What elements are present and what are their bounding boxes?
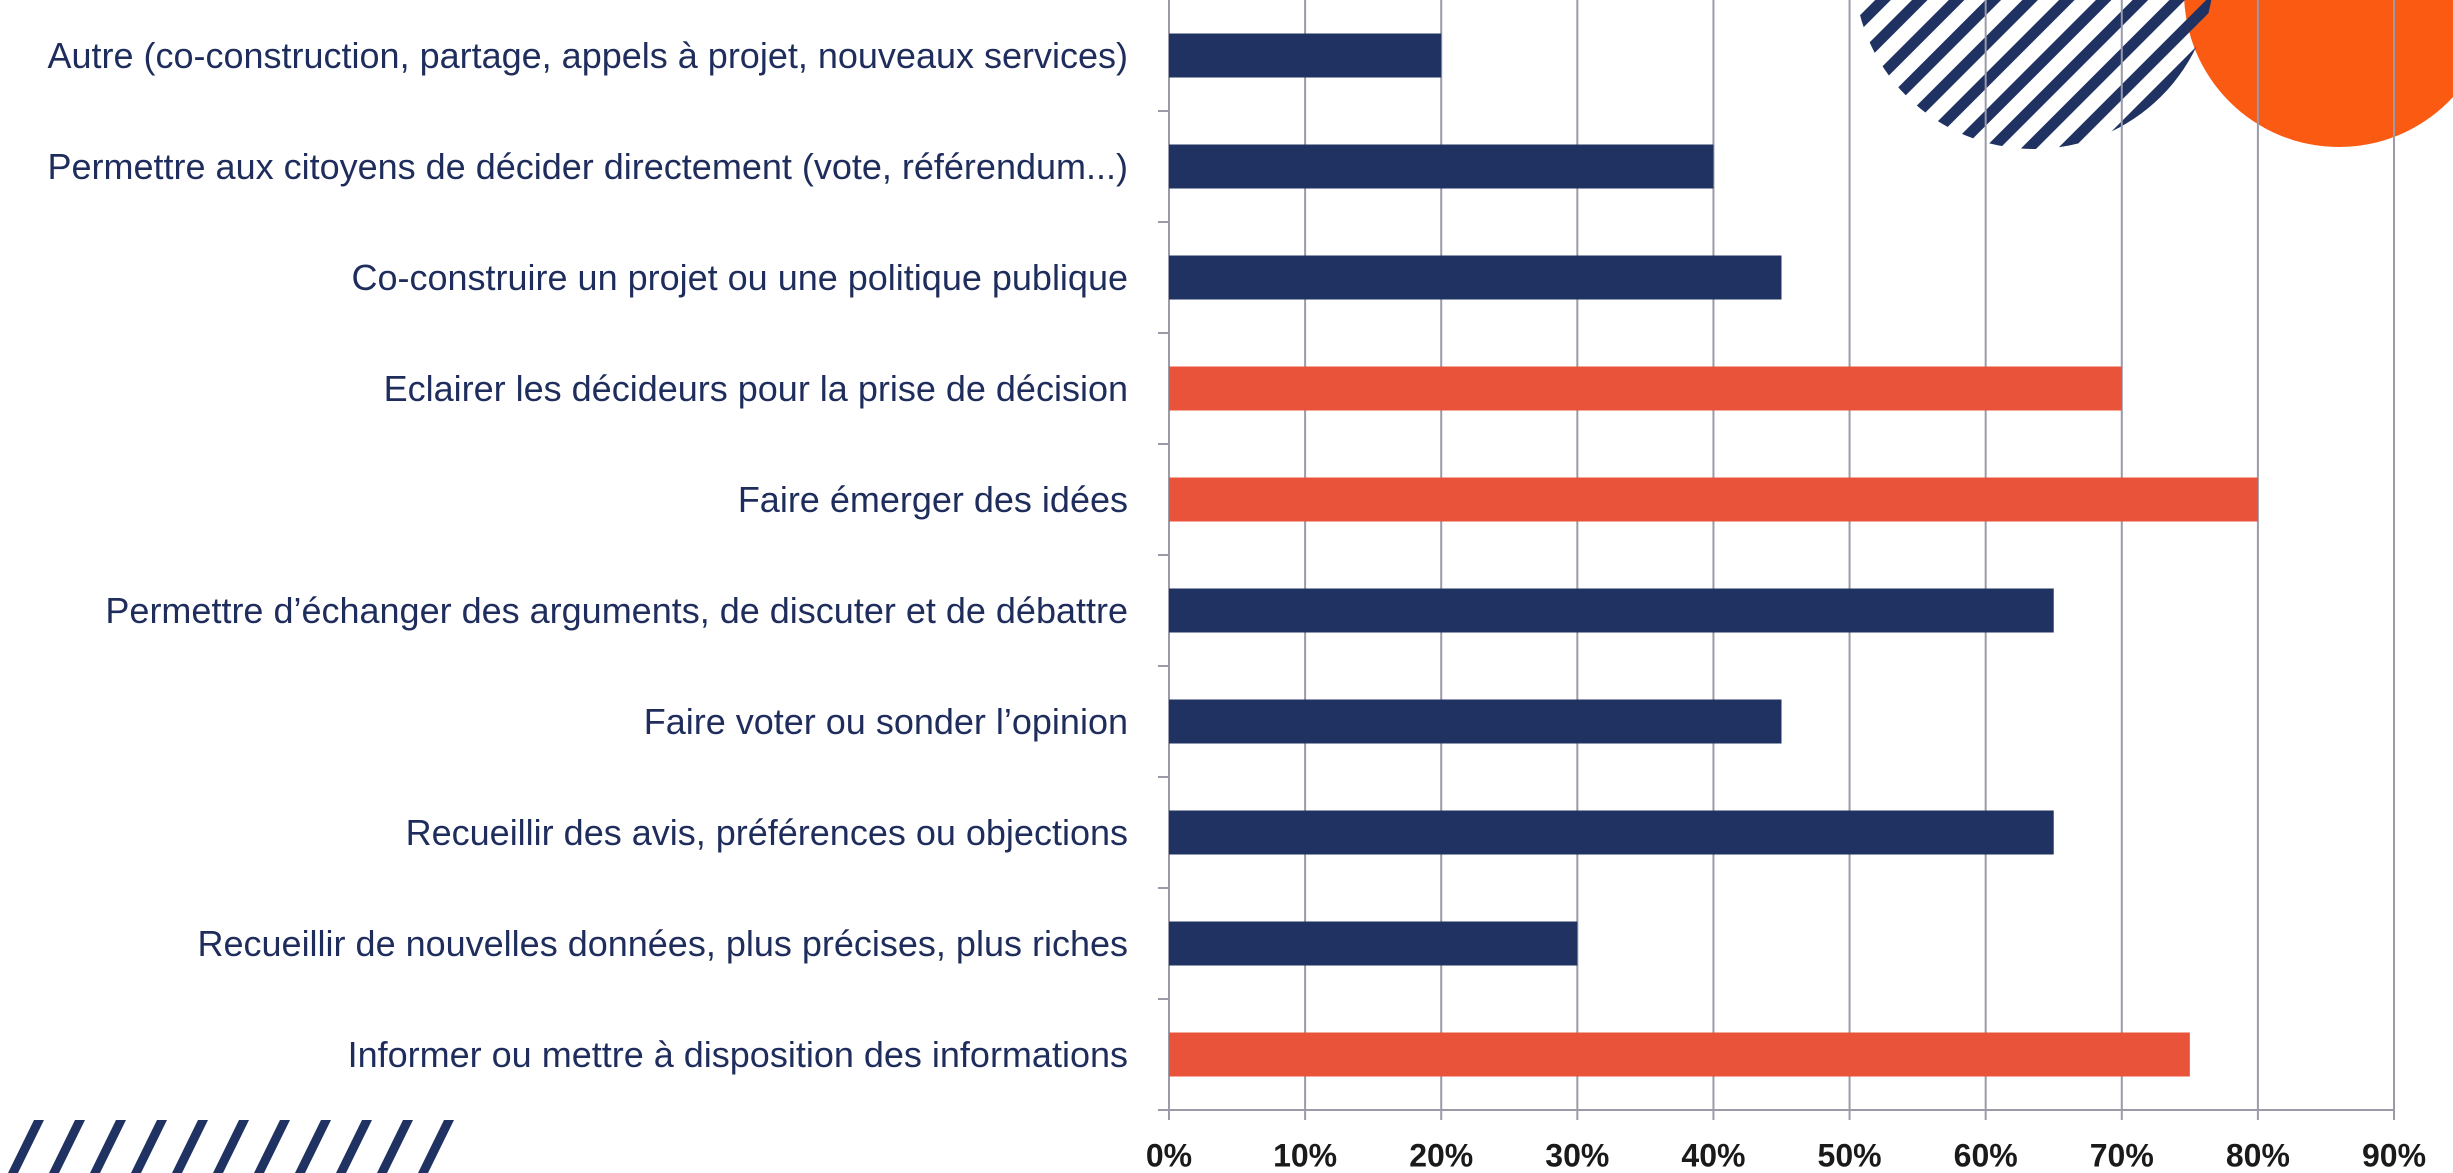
category-label-box: Recueillir des avis, préférences ou obje… [0, 773, 1128, 893]
x-tick-label: 10% [1273, 1137, 1337, 1173]
bar [1169, 811, 2054, 855]
decor-slashes [8, 1120, 454, 1173]
x-tick-label: 80% [2226, 1137, 2290, 1173]
category-label-box: Co-construire un projet ou une politique… [0, 218, 1128, 338]
category-label: Recueillir des avis, préférences ou obje… [406, 807, 1128, 859]
category-label-box: Autre (co-construction, partage, appels … [0, 0, 1128, 116]
bar [1169, 589, 2054, 633]
x-tick-label: 90% [2362, 1137, 2426, 1173]
category-label: Faire émerger des idées [738, 474, 1128, 526]
bar [1169, 700, 1782, 744]
category-label-box: Recueillir de nouvelles données, plus pr… [0, 884, 1128, 1004]
category-label-box: Faire émerger des idées [0, 440, 1128, 560]
bar [1169, 145, 1713, 189]
bar [1169, 478, 2258, 522]
page: 0%10%20%30%40%50%60%70%80%90% (() => { c… [0, 0, 2453, 1173]
category-label: Autre (co-construction, partage, appels … [47, 30, 1128, 82]
x-tick-label: 60% [1954, 1137, 2018, 1173]
x-tick-label: 70% [2090, 1137, 2154, 1173]
category-label: Co-construire un projet ou une politique… [351, 252, 1128, 304]
category-label: Permettre d’échanger des arguments, de d… [105, 585, 1128, 637]
bar [1169, 34, 1441, 78]
x-tick-label: 30% [1545, 1137, 1609, 1173]
category-label: Faire voter ou sonder l’opinion [644, 696, 1128, 748]
category-label: Permettre aux citoyens de décider direct… [48, 141, 1129, 193]
x-tick-label: 40% [1681, 1137, 1745, 1173]
bar [1169, 367, 2122, 411]
decor-circle [2184, 0, 2453, 147]
category-label-box: Eclairer les décideurs pour la prise de … [0, 329, 1128, 449]
x-tick-label: 0% [1146, 1137, 1192, 1173]
category-label: Recueillir de nouvelles données, plus pr… [198, 918, 1129, 970]
bar [1169, 1033, 2190, 1077]
bar [1169, 922, 1577, 966]
decor-hatch [1850, 0, 2230, 160]
category-label-box: Permettre aux citoyens de décider direct… [0, 107, 1128, 227]
category-label-box: Informer ou mettre à disposition des inf… [0, 995, 1128, 1115]
x-tick-label: 50% [1818, 1137, 1882, 1173]
category-label: Eclairer les décideurs pour la prise de … [384, 363, 1128, 415]
bar [1169, 256, 1782, 300]
x-tick-label: 20% [1409, 1137, 1473, 1173]
category-label: Informer ou mettre à disposition des inf… [348, 1029, 1128, 1081]
category-label-box: Permettre d’échanger des arguments, de d… [0, 551, 1128, 671]
category-label-box: Faire voter ou sonder l’opinion [0, 662, 1128, 782]
